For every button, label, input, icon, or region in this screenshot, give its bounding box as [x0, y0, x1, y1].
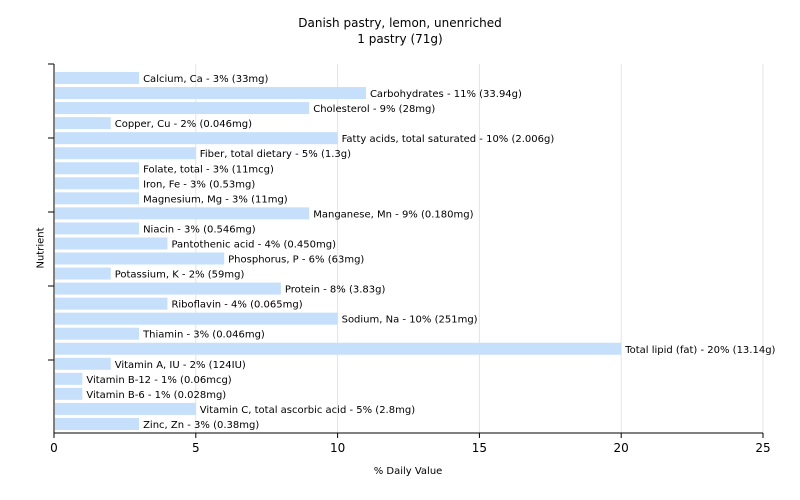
chart-subtitle: 1 pastry (71g)	[357, 32, 443, 46]
bar-label: Zinc, Zn - 3% (0.38mg)	[143, 420, 259, 431]
chart-title: Danish pastry, lemon, unenriched	[298, 16, 502, 30]
bar	[55, 282, 281, 295]
bar-label: Calcium, Ca - 3% (33mg)	[143, 74, 268, 85]
bar	[55, 327, 140, 340]
bar	[55, 342, 622, 355]
bar-label: Vitamin C, total ascorbic acid - 5% (2.8…	[200, 405, 415, 416]
bar-label: Sodium, Na - 10% (251mg)	[342, 315, 478, 326]
bar-label: Vitamin B-12 - 1% (0.06mcg)	[86, 375, 231, 386]
x-tick-label: 15	[472, 441, 487, 455]
bar	[55, 372, 83, 385]
bar	[55, 147, 196, 160]
bar	[55, 267, 111, 280]
bar-label: Iron, Fe - 3% (0.53mg)	[143, 179, 255, 190]
bar	[55, 387, 83, 400]
bar-label: Protein - 8% (3.83g)	[285, 285, 386, 296]
bar-label: Niacin - 3% (0.546mg)	[143, 224, 256, 235]
bar-label: Vitamin B-6 - 1% (0.028mg)	[86, 390, 226, 401]
bar	[55, 297, 168, 310]
bar	[55, 237, 168, 250]
bar-label: Cholesterol - 9% (28mg)	[313, 104, 435, 115]
bar-label: Copper, Cu - 2% (0.046mg)	[115, 119, 252, 130]
bar-label: Total lipid (fat) - 20% (13.14g)	[624, 345, 775, 356]
bar-label: Vitamin A, IU - 2% (124IU)	[115, 360, 246, 371]
bar	[55, 357, 111, 370]
x-tick-label: 10	[330, 441, 345, 455]
bar	[55, 87, 366, 100]
x-axis-label: % Daily Value	[373, 466, 443, 477]
bar	[55, 102, 310, 115]
bar-label: Fiber, total dietary - 5% (1.3g)	[200, 149, 351, 160]
x-tick-label: 5	[192, 441, 200, 455]
bar-label: Carbohydrates - 11% (33.94g)	[370, 89, 522, 100]
x-tick-label: 25	[755, 441, 770, 455]
bar-label: Riboflavin - 4% (0.065mg)	[171, 300, 302, 311]
bar	[55, 402, 196, 415]
bar	[55, 162, 140, 175]
bar	[55, 177, 140, 190]
bar-label: Folate, total - 3% (11mcg)	[143, 164, 274, 175]
bar	[55, 252, 225, 265]
bar	[55, 222, 140, 235]
bar	[55, 192, 140, 205]
bar	[55, 207, 310, 220]
bar-label: Phosphorus, P - 6% (63mg)	[228, 255, 364, 266]
x-tick-label: 20	[614, 441, 629, 455]
bar-label: Fatty acids, total saturated - 10% (2.00…	[342, 134, 555, 145]
bar	[55, 72, 140, 84]
bar-label: Potassium, K - 2% (59mg)	[115, 270, 245, 281]
bar-label: Manganese, Mn - 9% (0.180mg)	[313, 209, 473, 220]
bar	[55, 417, 140, 430]
bar-label: Pantothenic acid - 4% (0.450mg)	[171, 239, 336, 250]
bar	[55, 132, 338, 145]
x-tick-label: 0	[50, 441, 58, 455]
plot-area	[54, 64, 763, 433]
bar-label: Magnesium, Mg - 3% (11mg)	[143, 194, 288, 205]
bar-label: Thiamin - 3% (0.046mg)	[142, 330, 265, 341]
bar	[55, 312, 338, 325]
bar	[55, 117, 111, 130]
